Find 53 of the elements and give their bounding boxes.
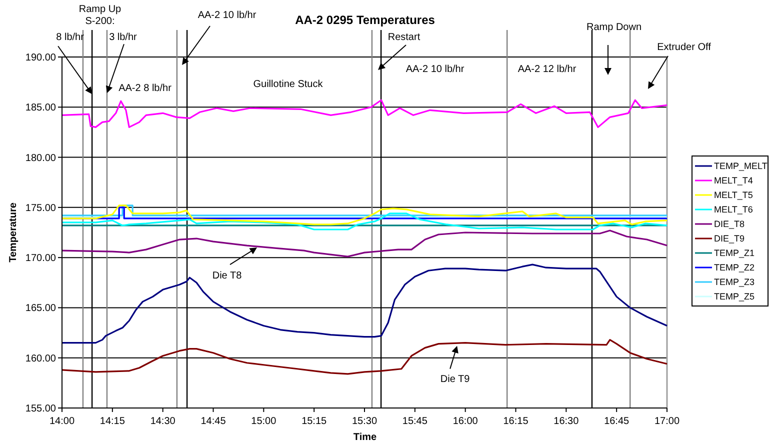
- text: Restart: [388, 32, 420, 43]
- x-axis-title: Time: [353, 432, 378, 443]
- legend-label: MELT_T5: [714, 190, 753, 200]
- y-tick-label: 185.00: [25, 102, 56, 114]
- annotation: Guillotine Stuck: [253, 79, 324, 90]
- x-tick-label: 14:30: [150, 416, 176, 427]
- legend-label: TEMP_Z5: [714, 292, 755, 302]
- x-tick-label: 15:15: [302, 416, 328, 427]
- y-tick-label: 170.00: [25, 253, 56, 264]
- x-tick-label: 16:00: [452, 416, 478, 427]
- line-series: [61, 230, 668, 258]
- annotation: AA-2 8 lb/hr: [118, 83, 172, 94]
- y-tick-label: 165.00: [25, 303, 56, 314]
- legend-label: TEMP_Z2: [714, 262, 755, 273]
- annotation: AA-2 12 lb/hr: [518, 64, 577, 75]
- annotation: 8 lb/hr: [56, 32, 85, 44]
- legend-label: MELT_T4: [714, 176, 753, 186]
- x-tick-label: 16:15: [503, 416, 529, 427]
- text: AA-2 10 lb/hr: [198, 10, 257, 21]
- legend-label: TEMP_Z1: [714, 248, 755, 258]
- line-series: [61, 204, 668, 226]
- annotation: AA-2 10 lb/hr: [406, 64, 465, 75]
- legend-label: TEMP_Z3: [714, 277, 755, 288]
- text: Ramp Up S-200:: [78, 4, 122, 27]
- text: Extruder Off: [657, 42, 712, 53]
- legend-label: TEMP_MELT: [714, 161, 768, 172]
- text: Ramp Down: [586, 22, 642, 33]
- y-tick-label: 155.00: [25, 404, 56, 414]
- y-tick-label: 175.00: [25, 202, 56, 214]
- x-tick-label: 14:00: [49, 416, 75, 427]
- legend-label: MELT_T6: [714, 204, 753, 215]
- x-tick-label: 14:15: [100, 416, 126, 427]
- y-tick-label: 160.00: [25, 353, 56, 364]
- x-tick-label: 15:45: [402, 416, 428, 427]
- legend-label: DIE_T8: [714, 219, 745, 230]
- x-tick-label: 14:45: [200, 416, 226, 427]
- annotation: 3 lb/hr: [109, 32, 138, 44]
- annotation: Die T9: [440, 374, 470, 385]
- x-tick-label: 16:45: [604, 416, 630, 427]
- line-series: [61, 339, 668, 375]
- y-tick-label: 180.00: [25, 152, 56, 164]
- legend-label: DIE_T9: [714, 234, 745, 244]
- x-tick-label: 15:30: [352, 416, 378, 427]
- x-tick-label: 17:00: [654, 416, 680, 427]
- line-series: [61, 264, 668, 344]
- x-tick-label: 16:30: [554, 416, 580, 427]
- line-series: [61, 99, 668, 128]
- y-tick-label: 190.00: [25, 52, 56, 64]
- annotation: Die T8: [212, 270, 242, 282]
- chart-title: AA-2 0295 Temperatures: [295, 13, 436, 27]
- x-tick-label: 15:00: [251, 416, 277, 427]
- line-series: [61, 212, 668, 230]
- y-axis-title: Temperature: [8, 202, 19, 262]
